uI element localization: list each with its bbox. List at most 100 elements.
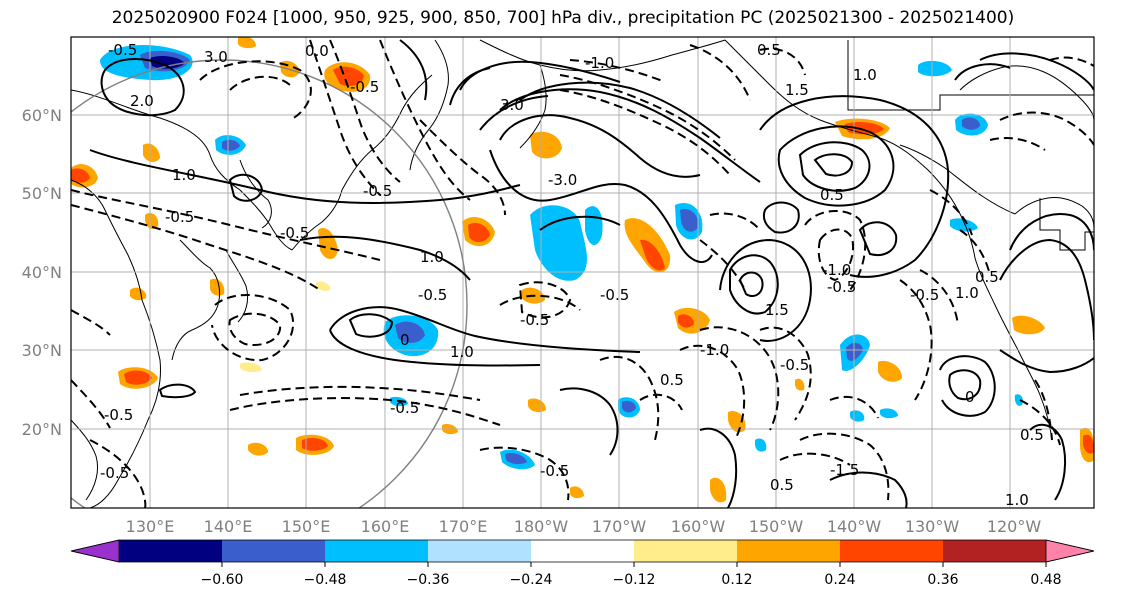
shade-blob <box>880 408 898 419</box>
contour-label: -0.5 <box>363 182 392 200</box>
colorbar-tick-label: −0.12 <box>613 572 656 588</box>
lat-axis: 60°N 50°N 40°N 30°N 20°N <box>22 106 62 439</box>
contour-line <box>699 239 746 291</box>
contour-line <box>689 44 751 101</box>
contour-line <box>929 189 973 236</box>
colorbar-tick-label: −0.48 <box>304 572 347 588</box>
shade-blob <box>395 321 425 343</box>
contour-line <box>228 312 282 346</box>
contour-line <box>759 95 950 278</box>
coastline <box>479 39 726 72</box>
colorbar-tick-label: −0.24 <box>510 572 553 588</box>
shade-blob <box>728 410 746 433</box>
contour-label: -1.0 <box>585 54 614 72</box>
lon-tick-label: 130°W <box>905 517 960 536</box>
contour-label: -0.5 <box>600 286 629 304</box>
contour-label: 1.0 <box>955 284 979 302</box>
contour-label: -0.5 <box>390 399 419 417</box>
shade-blob <box>710 477 727 503</box>
contour-line <box>449 67 491 106</box>
contour-label: 0.5 <box>770 476 794 494</box>
contour-label: -0.5 <box>165 208 194 226</box>
contour-line <box>489 149 713 264</box>
colorbar-tick-label: −0.36 <box>407 572 450 588</box>
contour-line <box>959 229 991 276</box>
contour-label: 3.0 <box>204 48 228 66</box>
contour-label: -0.5 <box>100 464 129 482</box>
map-title: 2025020900 F024 [1000, 950, 925, 900, 85… <box>111 8 1015 28</box>
contour-line <box>779 452 851 466</box>
contour-line <box>759 326 812 421</box>
contour-line <box>709 212 761 231</box>
contour-label: 2.0 <box>130 92 154 110</box>
contour-line <box>559 89 731 176</box>
shade-blob <box>1012 315 1045 335</box>
shade-blob <box>71 168 90 183</box>
lat-tick-label: 30°N <box>22 341 62 360</box>
shade-blob <box>570 486 584 499</box>
contour-line <box>999 238 1094 341</box>
contour-line <box>939 355 996 417</box>
contour-line <box>948 369 982 400</box>
lat-tick-label: 50°N <box>22 184 62 203</box>
contour-label: 0 <box>965 388 975 406</box>
coastline <box>959 65 1094 121</box>
contour-line <box>399 39 428 101</box>
contour-line <box>804 209 867 291</box>
contour-label: -0.5 <box>780 356 809 374</box>
lon-tick-label: 170°E <box>439 517 488 536</box>
contour-line <box>100 58 185 117</box>
contour-labels: -0.5 0.0 2.0 3.0 -0.5 1.0 -0.5 -0.5 1.0 … <box>100 41 1044 508</box>
contour-line <box>499 114 701 178</box>
contour-line <box>329 329 541 367</box>
contour-line <box>329 39 401 183</box>
contour-line <box>229 75 291 91</box>
shade-blob <box>878 360 902 382</box>
contour-line <box>518 281 572 319</box>
contour-line <box>799 432 890 501</box>
coastline <box>519 64 547 149</box>
contour-label: 3.0 <box>500 96 524 114</box>
shade-blob <box>795 378 805 391</box>
colorbar-tick-label: −0.60 <box>201 572 244 588</box>
contour-line <box>379 39 471 201</box>
contour-line <box>777 125 895 207</box>
lon-tick-label: 180°W <box>514 517 569 536</box>
lon-tick-label: 160°E <box>361 517 410 536</box>
coastline <box>171 239 221 361</box>
contour-line <box>499 88 761 183</box>
coastline <box>89 299 161 508</box>
contour-label: -0.5 <box>280 224 309 242</box>
lon-tick-label: 140°E <box>204 517 253 536</box>
contour-label: -1.0 <box>700 341 729 359</box>
contour-label: 1.0 <box>420 248 444 266</box>
contour-label: 0 <box>400 331 410 349</box>
contour-label: 0.0 <box>305 42 329 60</box>
shade-blob <box>316 281 331 291</box>
contour-line <box>813 153 854 177</box>
contour-line <box>299 235 471 281</box>
shade-blob <box>585 206 603 246</box>
contour-line <box>559 387 619 456</box>
contour-line <box>199 60 312 121</box>
contour-line <box>599 355 660 441</box>
lat-tick-label: 20°N <box>22 420 62 439</box>
shade-blob <box>468 223 490 243</box>
shade-blob <box>302 438 328 451</box>
coastline <box>71 179 143 301</box>
lon-tick-label: 140°W <box>827 517 882 536</box>
contour-line <box>858 221 898 256</box>
colorbar-swatch <box>634 540 738 562</box>
contour-line <box>798 141 871 192</box>
contour-label: 1.0 <box>172 166 196 184</box>
coastline <box>1014 197 1094 229</box>
contour-line <box>729 254 779 315</box>
colorbar-tick-label: 0.48 <box>1030 572 1061 588</box>
shade-blob <box>124 370 152 385</box>
lon-axis: 130°E 140°E 150°E 160°E 170°E 180°W 170°… <box>126 517 1042 536</box>
lon-tick-label: 170°W <box>592 517 647 536</box>
contour-line <box>719 238 812 342</box>
contour-line <box>989 137 1046 151</box>
shade-blob <box>240 362 262 373</box>
contour-line <box>499 294 581 311</box>
